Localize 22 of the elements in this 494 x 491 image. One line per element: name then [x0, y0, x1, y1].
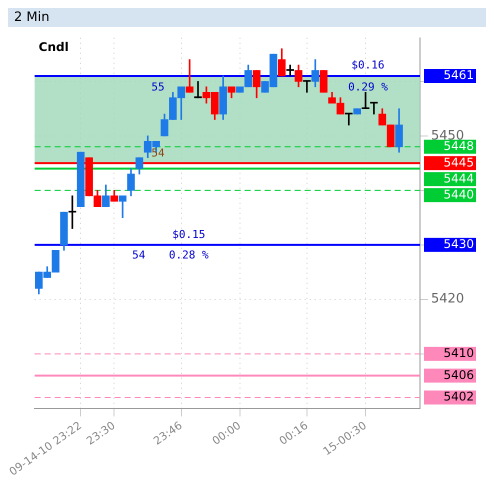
annotation: 55 — [151, 80, 165, 94]
ref-line-label: 5448 — [443, 138, 474, 153]
ref-line-label: 5406 — [443, 368, 474, 382]
ref-line-label: 5410 — [443, 346, 474, 360]
y-tick-label: 5420 — [431, 292, 464, 307]
annotation: $0.16 — [351, 58, 385, 72]
chart-title: 2 Min — [8, 8, 486, 27]
candlestick — [370, 102, 378, 114]
annotation: 54 — [132, 248, 146, 262]
ref-line-label: 5444 — [443, 171, 474, 186]
annotation: 0.29 % — [348, 80, 388, 94]
ref-line-label: 5430 — [443, 237, 474, 252]
annotation: 0.28 % — [168, 248, 210, 262]
candlestick — [194, 81, 202, 98]
annotation: Cndl — [38, 40, 69, 54]
candlestick — [362, 92, 370, 109]
ref-line-label: 5440 — [443, 187, 474, 202]
ref-line-label: 5461 — [443, 68, 474, 82]
annotation: 54 — [151, 146, 165, 160]
ref-line-label: 5402 — [443, 390, 474, 404]
ref-line-label: 5445 — [443, 155, 474, 170]
annotation: $0.15 — [172, 228, 206, 241]
